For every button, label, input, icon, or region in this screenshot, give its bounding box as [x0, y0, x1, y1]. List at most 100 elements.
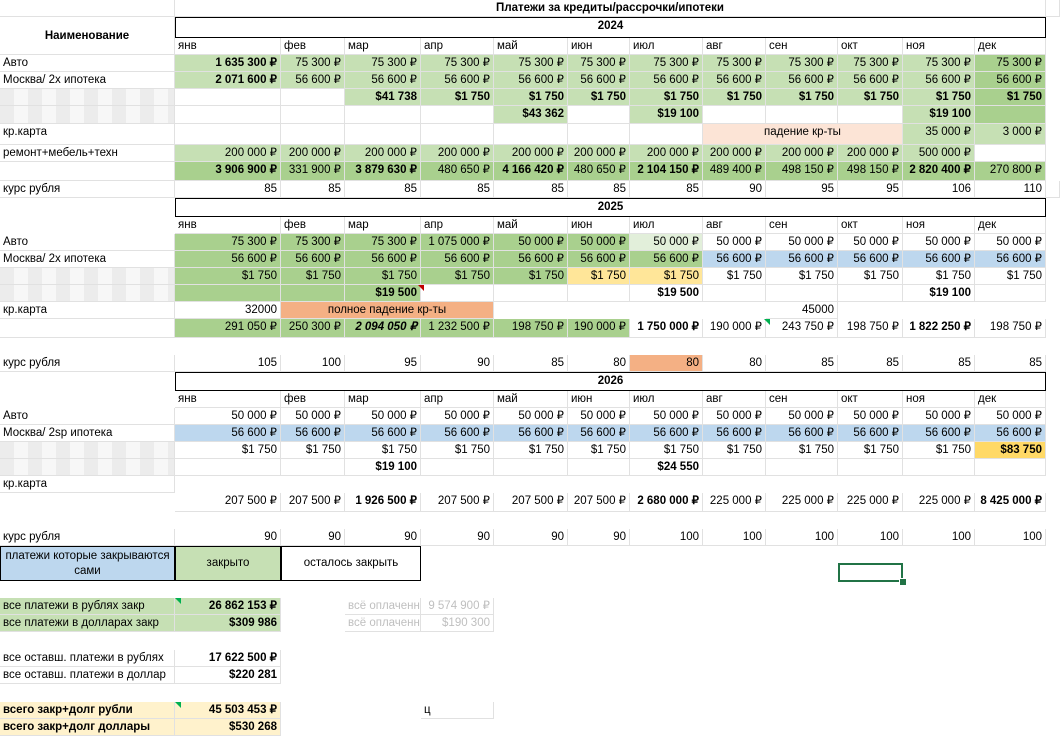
value-cell[interactable]: 80	[568, 355, 630, 372]
value-cell[interactable]	[975, 285, 1046, 302]
fill-handle[interactable]	[899, 578, 907, 586]
value-cell[interactable]: 80	[630, 355, 703, 372]
summary-value[interactable]: 26 862 153 ₽	[175, 598, 281, 615]
value-cell[interactable]: 250 300 ₽	[281, 319, 345, 338]
summary-value[interactable]: $530 268	[175, 719, 281, 736]
value-cell[interactable]: 500 000 ₽	[903, 145, 975, 162]
value-cell[interactable]: $1 750	[630, 89, 703, 106]
value-cell[interactable]: 50 000 ₽	[494, 408, 568, 425]
blank[interactable]	[1046, 0, 1060, 17]
value-cell[interactable]: 75 300 ₽	[975, 55, 1046, 72]
value-cell[interactable]: 243 750 ₽	[766, 319, 838, 338]
value-cell[interactable]: $1 750	[903, 268, 975, 285]
value-cell[interactable]: 56 600 ₽	[975, 425, 1046, 442]
value-cell[interactable]: 85	[766, 355, 838, 372]
value-cell[interactable]: 56 600 ₽	[703, 72, 766, 89]
value-cell[interactable]: 2 820 400 ₽	[903, 162, 975, 181]
value-cell[interactable]: 95	[345, 355, 421, 372]
value-cell[interactable]: 50 000 ₽	[838, 408, 903, 425]
value-cell[interactable]: 200 000 ₽	[703, 145, 766, 162]
month-header[interactable]: сен	[766, 217, 838, 234]
blank[interactable]	[0, 0, 175, 17]
value-cell[interactable]	[494, 124, 568, 145]
value-cell[interactable]: 35 000 ₽	[903, 124, 975, 145]
month-header[interactable]: фев	[281, 217, 345, 234]
summary-label[interactable]: все платежи в рублях закр	[0, 598, 175, 615]
value-cell[interactable]: 75 300 ₽	[421, 55, 494, 72]
month-header[interactable]: авг	[703, 391, 766, 408]
value-cell[interactable]: 56 600 ₽	[903, 425, 975, 442]
month-header[interactable]: окт	[838, 217, 903, 234]
value-cell[interactable]: 200 000 ₽	[175, 145, 281, 162]
row-label[interactable]: Москва/ 2sp ипотека	[0, 425, 175, 442]
summary-label[interactable]: всё оплаченн	[345, 615, 421, 632]
row-label-hidden[interactable]	[0, 89, 175, 106]
value-cell[interactable]: $1 750	[421, 268, 494, 285]
value-cell[interactable]: $19 100	[345, 459, 421, 476]
value-cell[interactable]: 200 000 ₽	[838, 145, 903, 162]
value-cell[interactable]: 85	[903, 355, 975, 372]
value-cell[interactable]: 50 000 ₽	[838, 234, 903, 251]
value-cell[interactable]: 56 600 ₽	[281, 251, 345, 268]
month-header[interactable]: дек	[975, 38, 1046, 55]
value-cell[interactable]: 85	[630, 181, 703, 198]
value-cell[interactable]: 56 600 ₽	[838, 72, 903, 89]
value-cell[interactable]: $19 100	[630, 106, 703, 124]
value-cell[interactable]: 291 050 ₽	[175, 319, 281, 338]
value-cell[interactable]: 90	[494, 529, 568, 546]
value-cell[interactable]	[175, 89, 281, 106]
value-cell[interactable]: 45000	[766, 302, 838, 319]
value-cell[interactable]: 50 000 ₽	[703, 408, 766, 425]
value-cell[interactable]	[421, 124, 494, 145]
value-cell[interactable]: 85	[838, 355, 903, 372]
value-cell[interactable]	[568, 285, 630, 302]
value-cell[interactable]: 1 635 300 ₽	[175, 55, 281, 72]
value-cell[interactable]: 225 000 ₽	[903, 493, 975, 512]
value-cell[interactable]: 85	[494, 181, 568, 198]
value-cell[interactable]: 1 075 000 ₽	[421, 234, 494, 251]
value-cell[interactable]: $1 750	[838, 89, 903, 106]
value-cell[interactable]	[568, 459, 630, 476]
value-cell[interactable]: 200 000 ₽	[766, 145, 838, 162]
value-cell[interactable]: 105	[175, 355, 281, 372]
value-cell[interactable]: 110	[975, 181, 1046, 198]
value-cell[interactable]: 85	[175, 181, 281, 198]
value-cell[interactable]: 50 000 ₽	[494, 234, 568, 251]
value-cell[interactable]: $1 750	[630, 442, 703, 459]
value-cell[interactable]: 56 600 ₽	[568, 72, 630, 89]
month-header[interactable]: май	[494, 217, 568, 234]
value-cell[interactable]: $1 750	[766, 89, 838, 106]
value-cell[interactable]: 207 500 ₽	[421, 493, 494, 512]
value-cell[interactable]: 85	[568, 181, 630, 198]
value-cell[interactable]	[838, 106, 903, 124]
value-cell[interactable]: $1 750	[345, 442, 421, 459]
value-cell[interactable]: $1 750	[345, 268, 421, 285]
month-header[interactable]: июл	[630, 391, 703, 408]
value-cell[interactable]: 198 750 ₽	[838, 319, 903, 338]
blank[interactable]	[0, 162, 175, 181]
value-cell[interactable]	[766, 106, 838, 124]
value-cell[interactable]: 75 300 ₽	[838, 55, 903, 72]
value-cell[interactable]	[345, 124, 421, 145]
value-cell[interactable]: 50 000 ₽	[903, 234, 975, 251]
value-cell[interactable]: $1 750	[281, 268, 345, 285]
value-cell[interactable]: 56 600 ₽	[630, 72, 703, 89]
month-header[interactable]: окт	[838, 391, 903, 408]
value-cell[interactable]: 56 600 ₽	[175, 251, 281, 268]
value-cell[interactable]: 75 300 ₽	[630, 55, 703, 72]
value-cell[interactable]: 95	[838, 181, 903, 198]
value-cell[interactable]: 56 600 ₽	[494, 425, 568, 442]
value-cell[interactable]: 75 300 ₽	[903, 55, 975, 72]
value-cell[interactable]: 56 600 ₽	[903, 72, 975, 89]
selected-cell[interactable]	[838, 563, 903, 582]
month-header[interactable]: окт	[838, 38, 903, 55]
row-label-hidden[interactable]	[0, 106, 175, 124]
value-cell[interactable]: 225 000 ₽	[766, 493, 838, 512]
summary-label[interactable]: всё оплаченн	[345, 598, 421, 615]
value-cell[interactable]: 90	[703, 181, 766, 198]
value-cell[interactable]	[175, 124, 281, 145]
summary-value[interactable]: $220 281	[175, 667, 281, 684]
value-cell[interactable]: $1 750	[975, 89, 1046, 106]
value-cell[interactable]: $24 550	[630, 459, 703, 476]
value-cell[interactable]: 100	[838, 529, 903, 546]
